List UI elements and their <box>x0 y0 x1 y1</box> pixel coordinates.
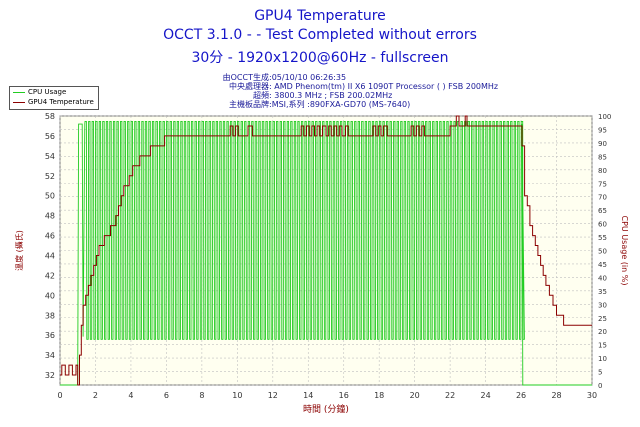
legend-swatch-cpu <box>13 91 25 93</box>
y-left-tick-label: 42 <box>45 271 55 280</box>
x-tick-label: 30 <box>587 391 597 400</box>
y-right-tick-label: 30 <box>598 301 607 309</box>
x-tick-label: 22 <box>445 391 455 400</box>
x-tick-label: 18 <box>374 391 384 400</box>
y-right-tick-label: 60 <box>598 221 607 229</box>
y-right-tick-label: 10 <box>598 355 607 363</box>
x-axis-label: 時間 (分鐘) <box>303 403 349 415</box>
x-tick-label: 28 <box>551 391 561 400</box>
y-left-tick-label: 48 <box>45 212 55 221</box>
y-right-tick-label: 20 <box>598 328 607 336</box>
y-left-tick-label: 40 <box>45 291 55 300</box>
x-tick-label: 0 <box>57 391 62 400</box>
y-left-axis-label: 溫度 (攝氏) <box>14 230 24 271</box>
x-tick-label: 2 <box>93 391 98 400</box>
x-tick-label: 8 <box>199 391 204 400</box>
y-right-tick-label: 55 <box>598 234 607 242</box>
info-motherboard: 主機板品牌:MSI,系列 :890FXA-GD70 (MS-7640) <box>229 100 411 109</box>
legend-swatch-gpu <box>13 101 25 103</box>
legend-label-cpu: CPU Usage <box>28 88 67 96</box>
x-tick-label: 4 <box>128 391 133 400</box>
y-right-tick-label: 70 <box>598 194 607 202</box>
cpu-usage-line <box>60 120 592 386</box>
gpu4-temperature-line <box>60 115 592 386</box>
y-right-tick-label: 45 <box>598 261 607 269</box>
y-left-tick-label: 46 <box>45 232 55 241</box>
y-right-tick-label: 80 <box>598 167 607 175</box>
y-left-tick-label: 38 <box>45 311 55 320</box>
y-right-tick-label: 95 <box>598 126 607 134</box>
y-left-tick-label: 54 <box>45 152 55 161</box>
legend-item-cpu: CPU Usage <box>10 87 98 97</box>
y-right-tick-label: 35 <box>598 288 607 296</box>
chart-subtitle: OCCT 3.1.0 - - Test Completed without er… <box>163 27 477 43</box>
y-left-tick-label: 52 <box>45 172 55 181</box>
y-left-tick-label: 50 <box>45 192 55 201</box>
y-right-tick-label: 65 <box>598 207 607 215</box>
y-right-tick-label: 15 <box>598 342 607 350</box>
x-tick-label: 26 <box>516 391 526 400</box>
y-right-tick-label: 5 <box>598 369 602 377</box>
x-tick-label: 20 <box>410 391 420 400</box>
y-left-tick-label: 44 <box>45 251 55 260</box>
x-tick-label: 24 <box>481 391 491 400</box>
y-right-tick-label: 100 <box>598 113 611 121</box>
info-overclock: 超頻: 3800.3 MHz ; FSB 200.02MHz <box>253 91 393 100</box>
y-right-tick-label: 25 <box>598 315 607 323</box>
legend-label-gpu: GPU4 Temperature <box>28 98 94 106</box>
y-right-tick-label: 0 <box>598 382 602 390</box>
y-right-tick-label: 75 <box>598 180 607 188</box>
x-tick-label: 10 <box>232 391 242 400</box>
y-left-tick-label: 58 <box>45 112 55 121</box>
chart-title: GPU4 Temperature <box>254 8 386 24</box>
legend-item-gpu: GPU4 Temperature <box>10 97 98 107</box>
x-tick-label: 16 <box>339 391 349 400</box>
y-left-tick-label: 36 <box>45 331 55 340</box>
y-right-tick-label: 40 <box>598 274 607 282</box>
chart-subtitle-2: 30分 - 1920x1200@60Hz - fullscreen <box>191 50 449 66</box>
y-right-tick-label: 50 <box>598 248 607 256</box>
x-tick-label: 14 <box>303 391 313 400</box>
legend: CPU Usage GPU4 Temperature <box>9 86 99 110</box>
x-tick-label: 12 <box>268 391 278 400</box>
x-tick-label: 6 <box>164 391 169 400</box>
y-right-tick-label: 85 <box>598 153 607 161</box>
info-cpu: 中央處理器: AMD Phenom(tm) II X6 1090T Proces… <box>229 82 499 91</box>
info-generated: 由OCCT生成:05/10/10 06:26:35 <box>222 73 347 82</box>
y-right-axis-label: CPU Usage (in %) <box>620 216 629 286</box>
y-right-tick-label: 90 <box>598 140 607 148</box>
y-left-tick-label: 56 <box>45 132 55 141</box>
y-left-tick-label: 34 <box>45 351 55 360</box>
y-left-tick-label: 32 <box>45 371 55 380</box>
